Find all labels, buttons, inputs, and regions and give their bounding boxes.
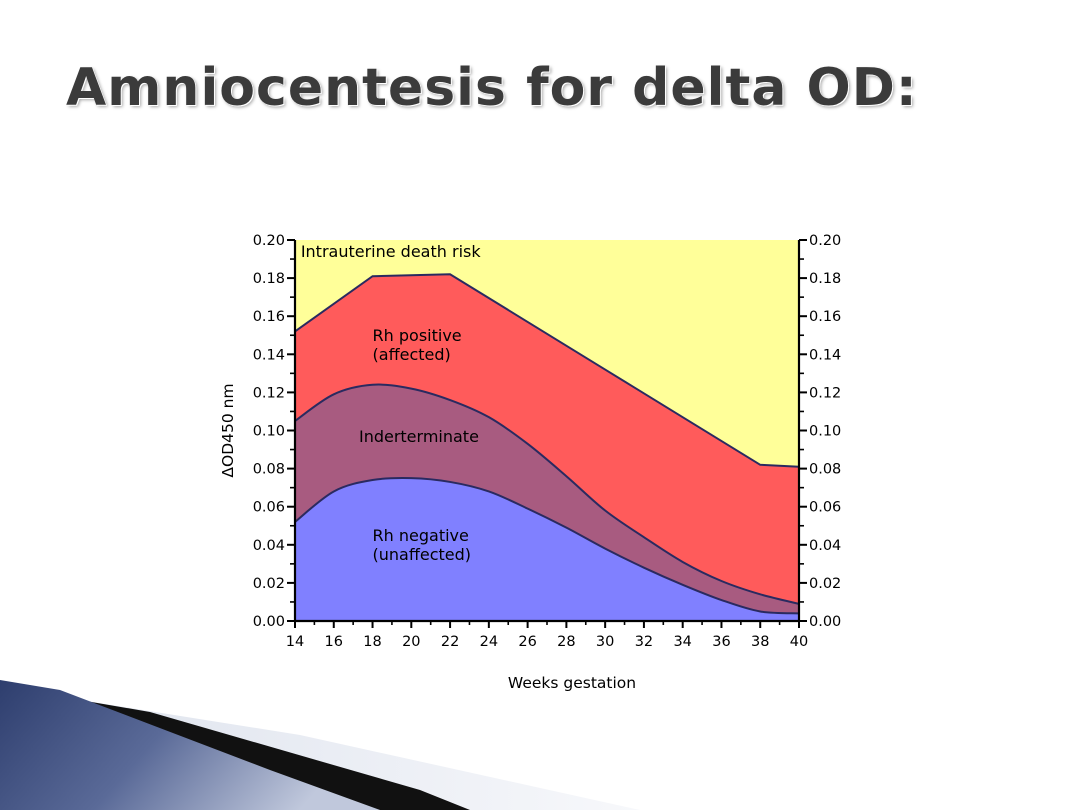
x-tick-label: 20: [402, 634, 420, 650]
region-label-0: Intrauterine death risk: [301, 242, 482, 261]
y-tick-label-right: 0.00: [809, 614, 841, 630]
y-tick-label-right: 0.16: [809, 309, 841, 325]
region-label-3: (unaffected): [373, 545, 472, 564]
region-label-1: Rh positive: [373, 326, 462, 345]
y-tick-label-right: 0.02: [809, 576, 841, 592]
x-tick-label: 36: [712, 634, 730, 650]
x-tick-label: 40: [790, 634, 808, 650]
boundary-line-lower: [294, 476, 800, 615]
y-tick-label-left: 0.20: [253, 233, 285, 249]
x-tick-label: 32: [635, 634, 653, 650]
y-tick-label-right: 0.20: [809, 233, 841, 249]
x-axis-title: Weeks gestation: [508, 674, 636, 692]
x-tick-label: 18: [363, 634, 381, 650]
x-tick-label: 14: [286, 634, 304, 650]
y-tick-label-left: 0.18: [253, 271, 285, 287]
x-tick-label: 28: [557, 634, 575, 650]
region-label-2: Inderterminate: [359, 427, 479, 446]
y-tick-label-left: 0.00: [253, 614, 285, 630]
y-tick-label-left: 0.04: [253, 538, 285, 554]
y-tick-label-right: 0.14: [809, 347, 841, 363]
x-tick-label: 26: [518, 634, 536, 650]
region-label-3: Rh negative: [373, 526, 469, 545]
y-tick-label-left: 0.08: [253, 462, 285, 478]
slide-title: Amniocentesis for delta OD:: [66, 58, 918, 118]
y-tick-label-left: 0.02: [253, 576, 285, 592]
x-tick-label: 30: [596, 634, 614, 650]
boundary-line-middle: [294, 383, 800, 605]
y-tick-label-left: 0.06: [253, 500, 285, 516]
y-tick-label-right: 0.04: [809, 538, 841, 554]
region-rh-negative: [295, 477, 799, 621]
region-label-1: (affected): [373, 345, 451, 364]
y-axis-title: ΔOD450 nm: [219, 383, 237, 477]
y-tick-label-left: 0.12: [253, 385, 285, 401]
y-tick-label-right: 0.10: [809, 424, 841, 440]
y-tick-label-right: 0.06: [809, 500, 841, 516]
x-tick-label: 24: [480, 634, 498, 650]
y-tick-label-left: 0.14: [253, 347, 285, 363]
y-tick-label-left: 0.10: [253, 424, 285, 440]
y-tick-label-left: 0.16: [253, 309, 285, 325]
x-tick-label: 34: [673, 634, 691, 650]
y-tick-label-right: 0.08: [809, 462, 841, 478]
x-tick-label: 16: [325, 634, 343, 650]
x-tick-label: 22: [441, 634, 459, 650]
decor-blue-wedge: [0, 680, 380, 810]
x-tick-label: 38: [751, 634, 769, 650]
boundary-line-upper: [294, 273, 800, 468]
y-tick-label-right: 0.18: [809, 271, 841, 287]
y-tick-label-right: 0.12: [809, 385, 841, 401]
